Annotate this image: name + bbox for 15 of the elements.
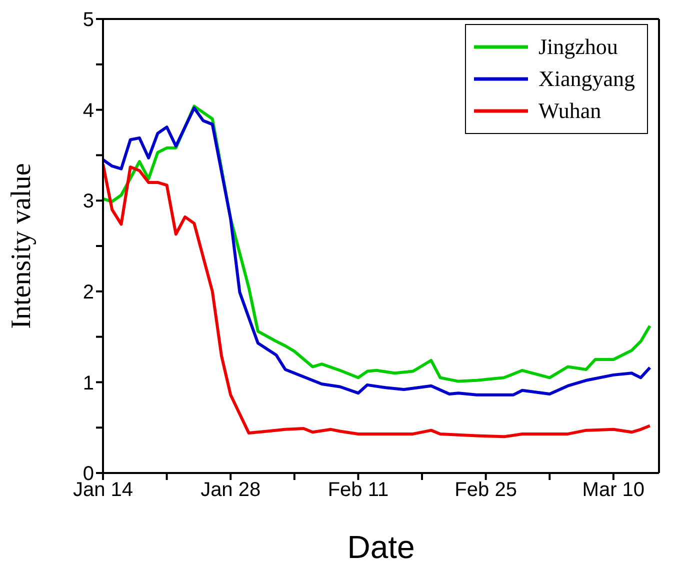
y-tick-label: 1 (82, 372, 94, 394)
y-tick-label: 2 (82, 282, 94, 304)
legend-label: Wuhan (538, 98, 602, 124)
y-tick-label: 5 (82, 9, 94, 32)
line-series (103, 162, 652, 438)
legend-label: Jingzhou (538, 34, 618, 60)
legend-label: Xiangyang (538, 66, 635, 92)
y-tick-label: 4 (82, 100, 94, 122)
x-tick-label: Mar 10 (582, 479, 645, 502)
x-tick-label: Feb 25 (454, 479, 517, 502)
x-tick-label: Jan 28 (200, 479, 261, 502)
y-axis-title: Intensity value (6, 163, 37, 329)
x-axis-title: Date (347, 529, 415, 565)
y-tick-label: 3 (82, 190, 94, 213)
x-tick-label: Feb 11 (328, 479, 389, 502)
